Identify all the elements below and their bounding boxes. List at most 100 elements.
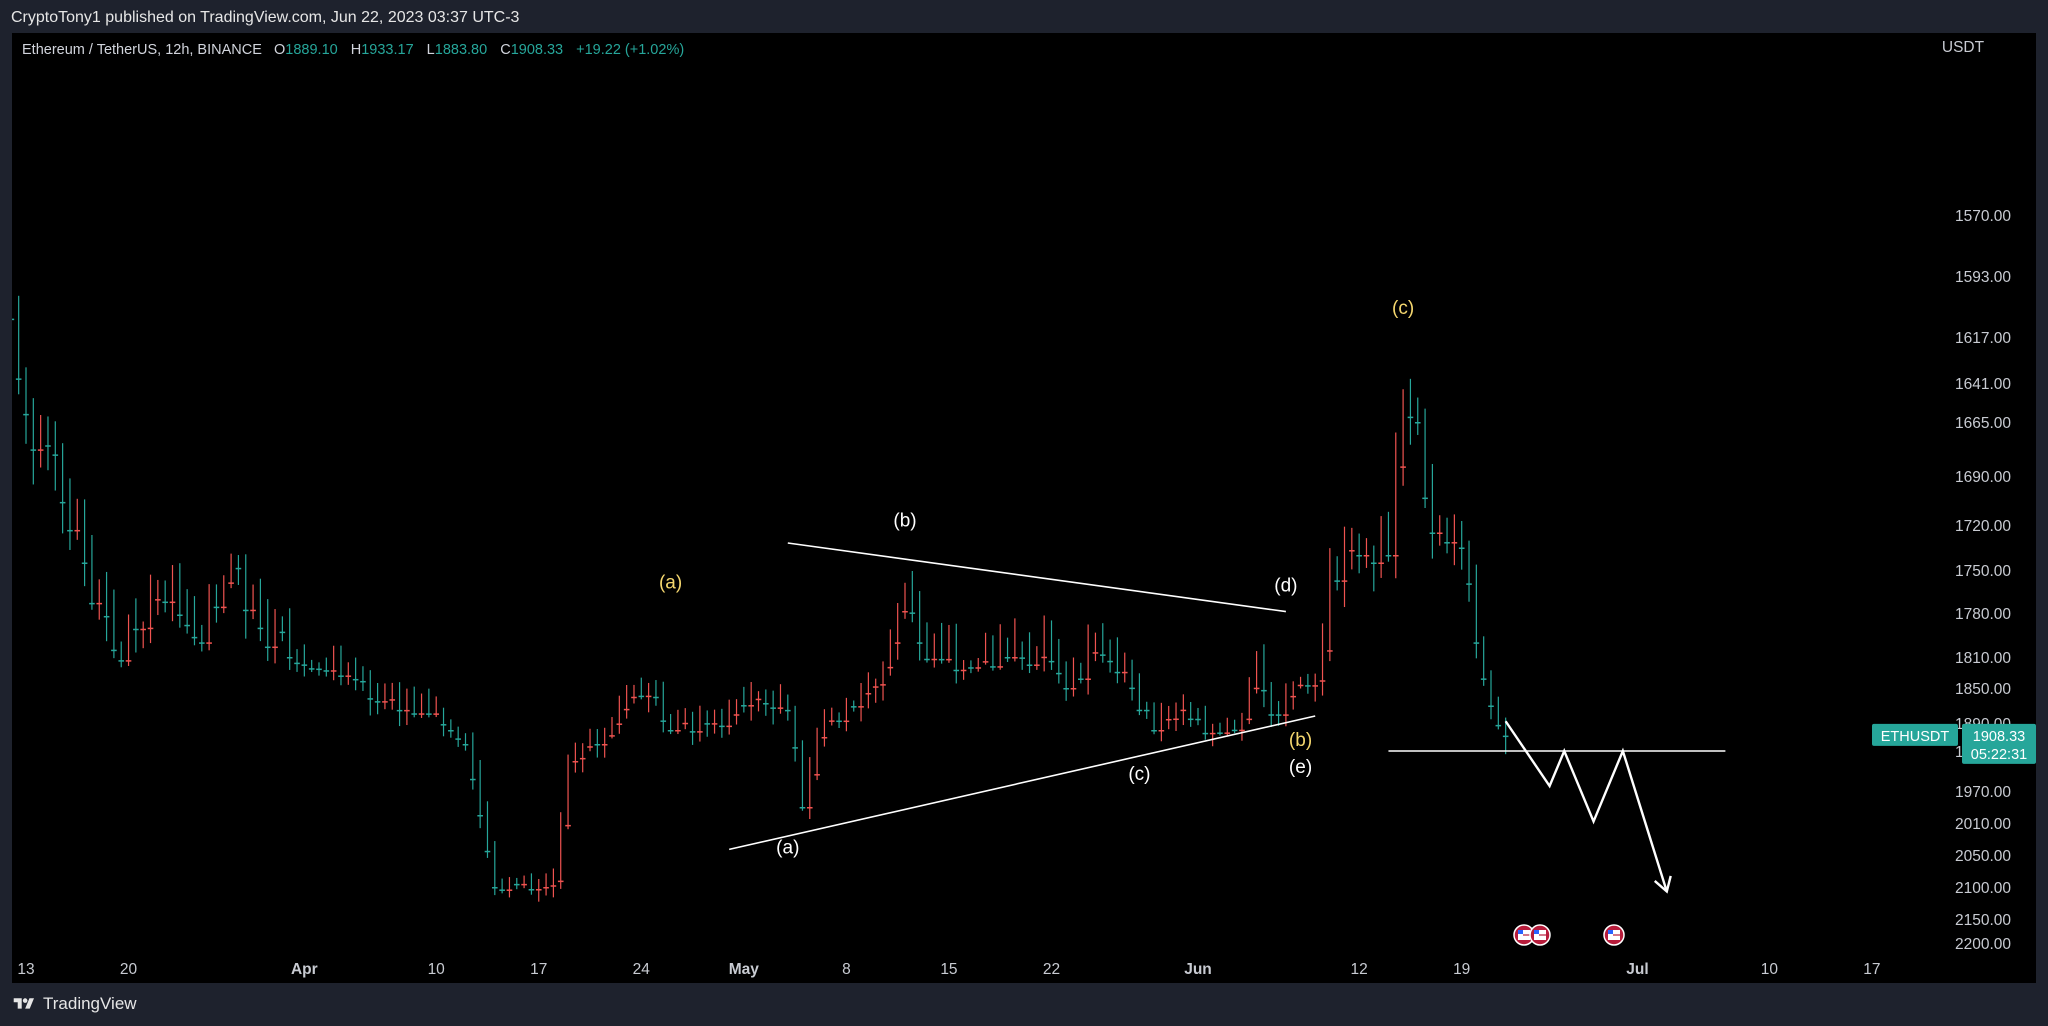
candle-body [1026, 664, 1033, 666]
candle-body [682, 722, 689, 725]
candle-body [528, 889, 535, 891]
candle [623, 684, 630, 719]
candle [162, 580, 168, 613]
candle-body [1480, 678, 1487, 680]
candle [1297, 676, 1304, 689]
candle-body [1268, 714, 1275, 716]
candle-body [360, 680, 366, 683]
candle-body [1209, 732, 1216, 735]
time-tick-label: Jun [1184, 961, 1212, 978]
wave-label-white: (b) [893, 511, 916, 532]
candle-body [675, 730, 681, 732]
candle [411, 686, 418, 718]
candle [1371, 545, 1377, 592]
time-tick-label: 17 [530, 961, 547, 978]
candle-body [821, 737, 828, 739]
candle [982, 632, 989, 665]
close-value: 1908.33 [510, 42, 564, 58]
candle [902, 582, 908, 619]
wave-label-yellow: (c) [1392, 298, 1414, 319]
candle-body [579, 757, 586, 760]
price-tick-label: 1810.00 [1955, 650, 2011, 667]
wave-label-white: (e) [1289, 757, 1312, 778]
price-chart[interactable]: USDT 2200.00 2150.00 2100.00 2050.00 2010.00 1… [12, 33, 2036, 983]
candle [1305, 673, 1311, 694]
candle [990, 635, 996, 671]
time-tick-label: 10 [1761, 961, 1779, 978]
chart-area[interactable]: USDT 2200.00 2150.00 2100.00 2050.00 2010.00 1… [12, 33, 2036, 983]
candle-body [521, 883, 527, 886]
candle-body [1041, 656, 1047, 659]
candle-body [572, 761, 579, 763]
symbol-label: Ethereum / TetherUS, 12h, BINANCE [22, 42, 262, 58]
candle-body [1378, 562, 1384, 564]
candle-body [1297, 684, 1304, 687]
candle [909, 571, 916, 623]
candle-body [609, 735, 615, 737]
candle [806, 757, 813, 820]
candle-body [382, 701, 388, 703]
candle [59, 443, 66, 534]
candle-body [45, 445, 51, 447]
candle [1466, 540, 1472, 602]
tradingview-logo[interactable]: TradingView [11, 994, 137, 1014]
candle-body [550, 885, 557, 887]
candle [1078, 662, 1084, 684]
candle [455, 726, 461, 747]
candle [1327, 548, 1333, 662]
candle [257, 578, 264, 642]
candle [755, 691, 762, 712]
candle-body [997, 666, 1004, 668]
candle-body [887, 666, 894, 669]
candle-body [433, 713, 439, 715]
change-value: +19.22 (+1.02%) [576, 42, 685, 58]
candle-body [462, 744, 469, 746]
candle-body [37, 449, 44, 451]
candle [1151, 702, 1157, 735]
candle-body [1092, 652, 1099, 654]
price-tick-label: 2200.00 [1955, 936, 2011, 953]
candle-body [206, 642, 212, 644]
candle-body [470, 778, 476, 781]
candle [1165, 705, 1172, 730]
candle-body [125, 660, 132, 662]
candle-body [264, 646, 271, 649]
candle [792, 705, 798, 762]
candle-body [1407, 416, 1414, 419]
candle-body [1444, 542, 1450, 544]
candle-body [638, 695, 645, 698]
candle-body [286, 657, 293, 659]
candle-body [1187, 718, 1194, 721]
candle [177, 563, 183, 628]
candle [535, 879, 542, 902]
time-axis: 13 20 Apr 10 17 24 May 8 15 22 Jun 12 19 Jul 10 17 [17, 961, 1880, 978]
candle-body [1502, 735, 1509, 738]
candle-body [513, 883, 520, 886]
candle-body [1173, 718, 1179, 721]
candle [294, 649, 300, 672]
candle [1180, 694, 1187, 726]
candle-body [543, 887, 549, 889]
price-badge-countdown: 05:22:31 [1971, 747, 2027, 763]
candle-body [448, 730, 454, 732]
annotations: (a) (b) (c) (d) (e) (a) (b) (c) [659, 298, 1726, 894]
candle [1143, 701, 1150, 719]
candle [316, 662, 322, 676]
candle [513, 877, 520, 890]
candle [1341, 526, 1348, 608]
candle-body [785, 709, 791, 712]
candle [1173, 702, 1179, 731]
price-tick-label: 2150.00 [1955, 912, 2011, 929]
candle [550, 868, 557, 898]
wave-label-yellow: (b) [1289, 730, 1312, 751]
candle-body [1488, 705, 1494, 707]
candle-body [535, 889, 542, 891]
candle [924, 622, 930, 663]
candle [894, 603, 901, 660]
price-tick-label: 1617.00 [1955, 330, 2011, 347]
candle-body [279, 631, 286, 634]
candle-body [850, 706, 857, 708]
candle-body [792, 747, 798, 749]
price-tick-label: 2100.00 [1955, 880, 2011, 897]
candle-body [1114, 671, 1121, 674]
